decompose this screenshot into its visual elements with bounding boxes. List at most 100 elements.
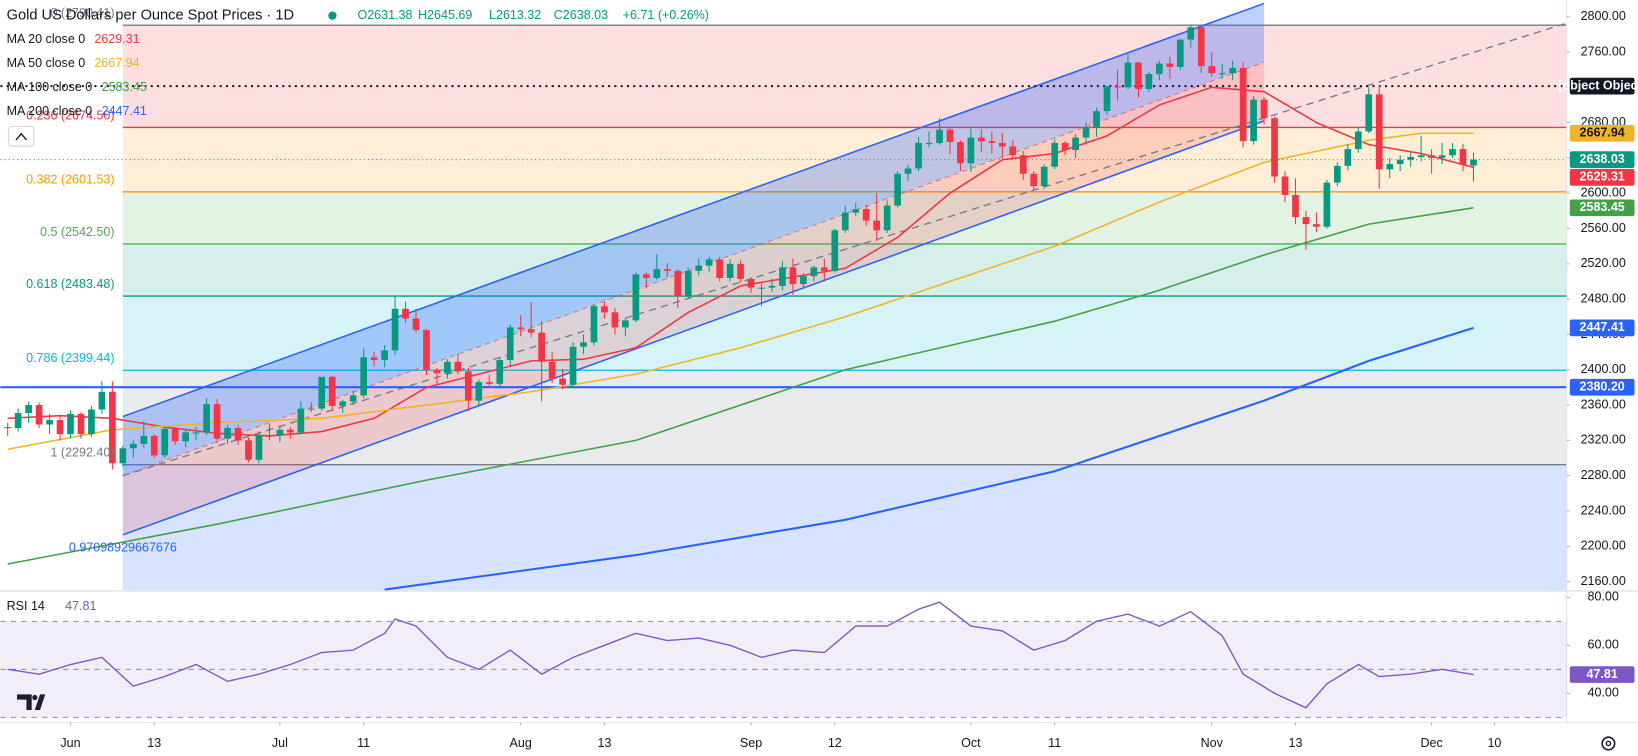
price-label: [object Object]	[1558, 78, 1638, 92]
collapse-button[interactable]	[8, 125, 35, 147]
candle-body	[622, 320, 629, 328]
rsi-y-tick-label: 40.00	[1588, 686, 1619, 700]
candle-body	[1470, 159, 1477, 166]
candle-body	[381, 350, 388, 361]
candle-body	[1009, 146, 1017, 156]
candle-body	[276, 429, 284, 436]
candle-body	[423, 330, 430, 370]
candle-body	[318, 376, 326, 409]
candle-body	[234, 428, 242, 441]
candle-body	[1082, 127, 1090, 138]
price-axis-background	[1566, 0, 1638, 723]
y-tick-label: 2200.00	[1581, 539, 1626, 553]
candle-body	[391, 308, 399, 351]
candle-body	[245, 440, 252, 460]
candle-body	[1093, 111, 1100, 128]
candle-body	[653, 269, 661, 278]
rsi-label: RSI 14	[7, 599, 45, 613]
candle-body	[1145, 74, 1153, 90]
candle-body	[1260, 99, 1268, 119]
fib-label: 0.618 (2483.48)	[26, 277, 114, 291]
candle-body	[1208, 66, 1216, 74]
candle-body	[266, 435, 273, 437]
rsi-value: 47.81	[65, 599, 96, 613]
candle-body	[1218, 73, 1226, 75]
y-tick-label: 2760.00	[1581, 44, 1626, 58]
candle-body	[1019, 155, 1027, 174]
open-value: O2631.38	[357, 8, 412, 22]
change-value: +6.71 (+0.26%)	[623, 8, 709, 22]
candle-body	[988, 141, 996, 143]
trend-line	[122, 22, 1568, 477]
status-dot	[328, 11, 337, 20]
candle-body	[1365, 94, 1373, 132]
x-tick-label: Dec	[1420, 736, 1442, 750]
y-tick-label: 2800.00	[1581, 9, 1626, 23]
candle-body	[894, 173, 901, 206]
moving-average-line	[7, 86, 1474, 437]
candle-body	[56, 420, 64, 435]
candle-body	[35, 405, 43, 425]
candle-body	[1197, 27, 1205, 67]
legend-value: 2629.31	[94, 32, 139, 46]
candle-body	[852, 209, 860, 213]
candle-body	[716, 259, 723, 278]
candle-body	[1030, 173, 1038, 187]
price-label: 2638.03	[1580, 152, 1625, 166]
candle-body	[88, 409, 95, 435]
y-tick-label: 2160.00	[1581, 574, 1626, 588]
candle-body	[1354, 131, 1362, 150]
candle-body	[1103, 86, 1111, 112]
candle-body	[904, 168, 912, 174]
price-label-box	[1569, 151, 1635, 169]
candle-body	[1375, 94, 1383, 170]
y-tick-label: 2360.00	[1581, 397, 1626, 411]
fib-zone	[122, 464, 1567, 590]
candle-body	[307, 408, 315, 410]
candle-body	[946, 129, 954, 143]
y-tick-label: 2520.00	[1581, 256, 1626, 270]
candle-body	[1459, 149, 1467, 165]
candle-body	[328, 376, 336, 406]
candle-body	[1114, 86, 1121, 88]
candle-body	[465, 371, 472, 401]
y-tick-label: 2400.00	[1581, 362, 1626, 376]
candle-body	[213, 404, 221, 439]
candle-body	[14, 412, 22, 429]
x-tick-label: Aug	[510, 736, 532, 750]
x-tick-label: Nov	[1201, 736, 1224, 750]
candle-body	[297, 408, 305, 433]
legend-label: MA 200 close 0	[7, 104, 93, 118]
candle-body	[1449, 149, 1456, 156]
settings-icon[interactable]	[1601, 736, 1616, 751]
candle-body	[98, 391, 106, 410]
moving-average-line	[384, 326, 1474, 591]
candle-body	[475, 382, 483, 401]
candle-body	[1396, 159, 1404, 165]
x-tick-label: 11	[1048, 736, 1061, 750]
legend-label: MA 50 close 0	[7, 56, 86, 70]
candle-body	[517, 327, 525, 330]
fib-label: 0.236 (2674.50)	[26, 108, 114, 122]
candle-body	[119, 448, 127, 464]
candle-body	[967, 137, 975, 164]
candle-body	[538, 332, 545, 362]
tv-logo[interactable]	[17, 694, 46, 711]
legend-value: 2583.45	[102, 80, 147, 94]
candle-body	[737, 263, 744, 279]
high-value: H2645.69	[418, 8, 472, 22]
candle-body	[1407, 157, 1414, 160]
candle-body	[768, 285, 776, 288]
candle-body	[1239, 67, 1247, 142]
candle-body	[67, 413, 74, 435]
candle-body	[339, 401, 347, 406]
candle-body	[1250, 99, 1257, 142]
y-tick-label: 2240.00	[1581, 503, 1626, 517]
price-label-box	[1569, 199, 1635, 217]
price-label-box	[1569, 124, 1635, 142]
candle-body	[800, 276, 807, 285]
candle-body	[506, 327, 514, 361]
candle-body	[140, 435, 148, 444]
candle-body	[402, 308, 409, 319]
candle-body	[129, 443, 137, 449]
